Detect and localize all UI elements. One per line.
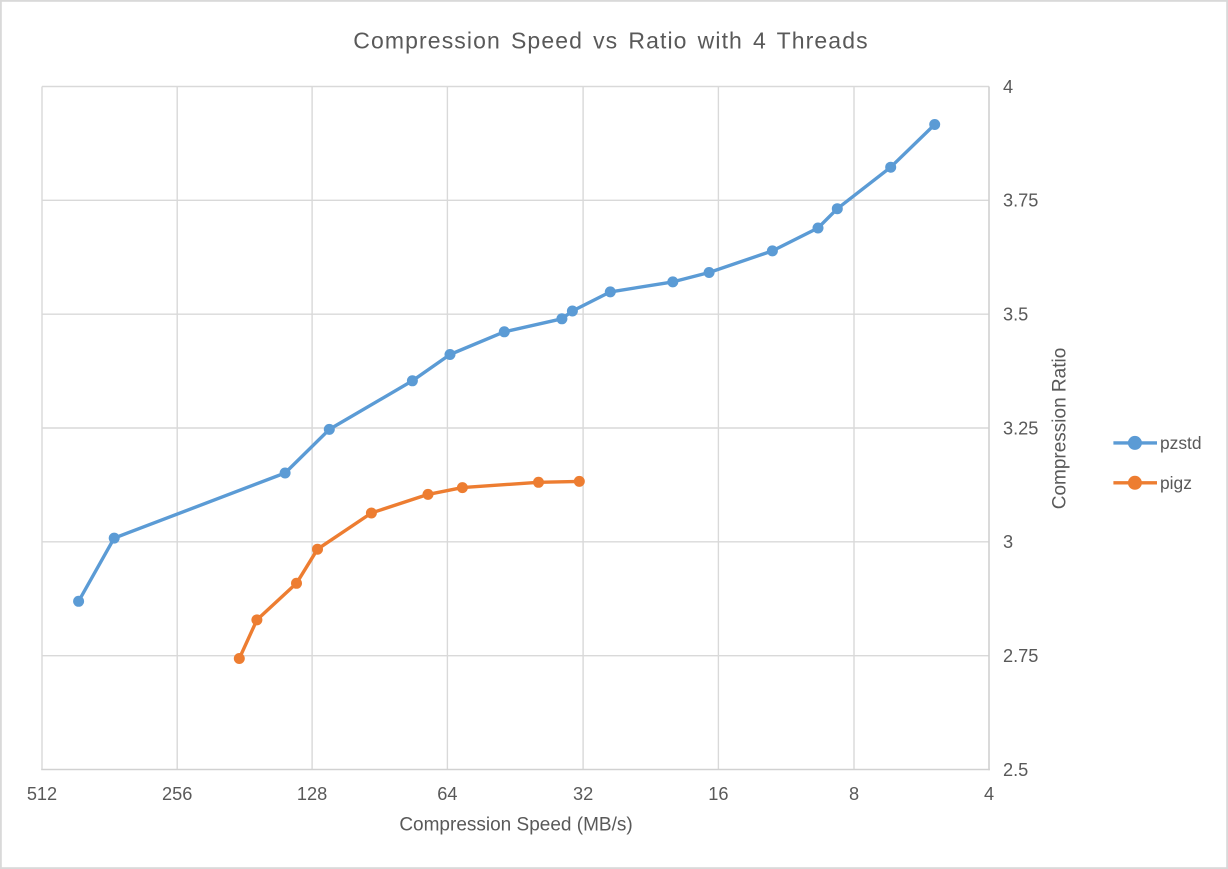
svg-text:512: 512 — [27, 784, 57, 804]
svg-text:32: 32 — [573, 784, 593, 804]
svg-text:pigz: pigz — [1160, 473, 1192, 493]
svg-text:Compression Ratio: Compression Ratio — [1050, 348, 1071, 510]
svg-text:256: 256 — [162, 784, 192, 804]
svg-text:Compression Speed (MB/s): Compression Speed (MB/s) — [399, 815, 632, 836]
svg-text:16: 16 — [708, 784, 728, 804]
svg-text:64: 64 — [437, 784, 457, 804]
svg-text:8: 8 — [849, 784, 859, 804]
svg-text:4: 4 — [984, 784, 994, 804]
svg-text:Compression Speed vs Ratio wit: Compression Speed vs Ratio with 4 Thread… — [353, 28, 868, 54]
svg-text:3: 3 — [1003, 532, 1013, 552]
svg-text:3.5: 3.5 — [1003, 305, 1028, 325]
svg-text:3.25: 3.25 — [1003, 418, 1038, 438]
svg-text:2.75: 2.75 — [1003, 646, 1038, 666]
svg-text:3.75: 3.75 — [1003, 191, 1038, 211]
svg-text:128: 128 — [297, 784, 327, 804]
svg-text:2.5: 2.5 — [1003, 760, 1028, 780]
svg-text:pzstd: pzstd — [1160, 433, 1202, 453]
svg-text:4: 4 — [1003, 77, 1013, 97]
